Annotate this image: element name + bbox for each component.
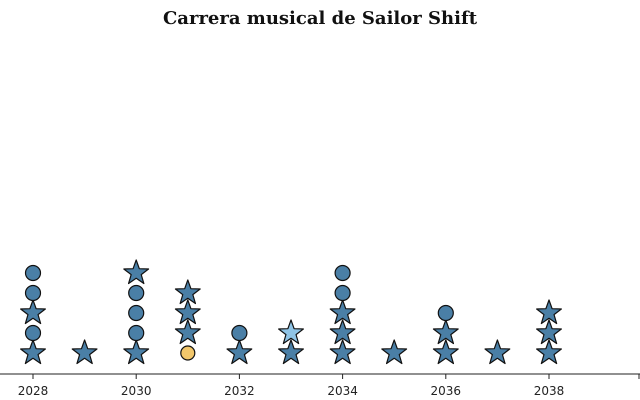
star-marker [227, 340, 252, 364]
star-marker [433, 340, 458, 364]
circle-marker [181, 346, 195, 360]
star-marker [21, 340, 46, 364]
circle-marker [26, 266, 41, 281]
star-marker [124, 340, 149, 364]
star-marker [330, 340, 355, 364]
x-tick-label: 2030 [121, 384, 152, 398]
circle-marker [129, 326, 144, 341]
star-marker [537, 340, 562, 364]
circle-marker [232, 326, 247, 341]
x-tick-label: 2036 [431, 384, 462, 398]
star-marker [485, 340, 510, 364]
x-tick-label: 2034 [327, 384, 358, 398]
star-marker [21, 300, 46, 324]
circle-marker [26, 286, 41, 301]
star-marker [175, 320, 200, 344]
x-tick-label: 2038 [534, 384, 565, 398]
circle-marker [129, 306, 144, 321]
x-tick-label: 2032 [224, 384, 255, 398]
x-axis-ticks: 2028 2030 2032 2034 2036 2038 [18, 374, 565, 398]
circle-marker [129, 286, 144, 301]
star-marker [382, 340, 407, 364]
star-marker [124, 260, 149, 284]
x-tick-label: 2028 [18, 384, 49, 398]
chart-marks [21, 260, 562, 364]
circle-marker [335, 266, 350, 281]
circle-marker [335, 286, 350, 301]
circle-marker [438, 306, 453, 321]
star-marker [72, 340, 97, 364]
circle-marker [26, 326, 41, 341]
star-marker [279, 340, 304, 364]
